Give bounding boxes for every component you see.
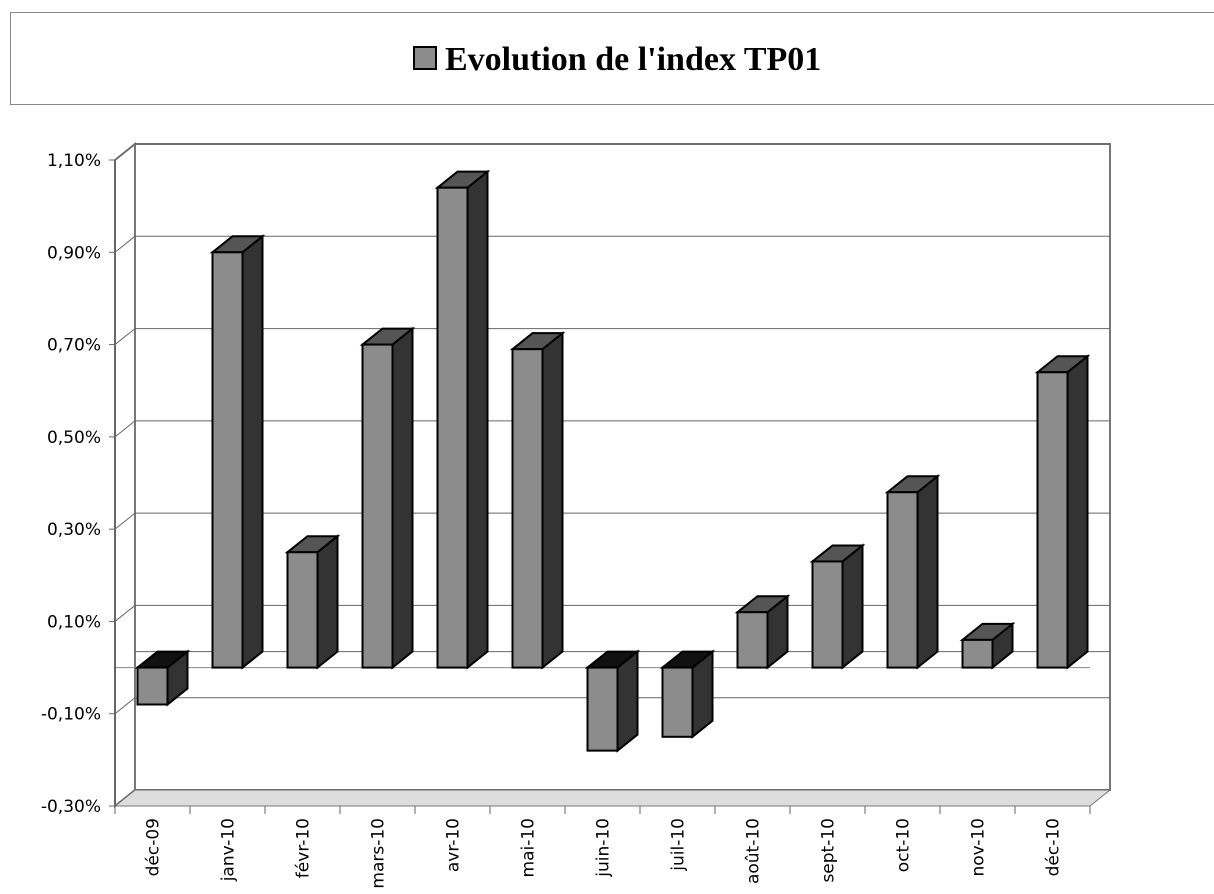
- y-tick-label: 0,50%: [47, 428, 101, 448]
- floor: [113, 789, 1112, 807]
- bar: [211, 251, 244, 669]
- y-tick-label: 1,10%: [47, 151, 101, 171]
- grid-line: [114, 697, 1110, 715]
- bar-side: [241, 234, 264, 670]
- bar-side: [466, 169, 489, 670]
- x-tick-label: mai-10: [519, 818, 539, 877]
- x-tick-label: févr-10: [294, 818, 314, 878]
- x-tick-label: juil-10: [669, 818, 689, 872]
- grid-line: [114, 328, 1110, 345]
- bar: [436, 186, 469, 669]
- bar-side: [541, 331, 564, 670]
- bar: [136, 666, 169, 706]
- y-tick-label: 0,70%: [47, 336, 101, 356]
- bar-side: [391, 326, 414, 670]
- bar-side: [1066, 354, 1089, 670]
- side-wall: [114, 141, 136, 809]
- x-tick-label: sept-10: [819, 818, 839, 883]
- bar: [511, 348, 544, 669]
- grid-line: [114, 512, 1110, 530]
- bar: [811, 560, 844, 669]
- legend-swatch: [413, 46, 437, 70]
- x-tick-label: oct-10: [894, 818, 914, 872]
- grid-line: [114, 143, 1110, 161]
- y-tick-label: 0,30%: [47, 520, 101, 540]
- x-tick-label: déc-09: [144, 818, 164, 876]
- grid-line: [114, 235, 1110, 253]
- x-tick-label: août-10: [744, 818, 764, 884]
- bar: [1036, 371, 1069, 669]
- grid-line: [114, 420, 1110, 438]
- bar: [961, 638, 994, 669]
- x-tick-label: déc-10: [1044, 818, 1064, 876]
- legend-box: [10, 12, 1214, 105]
- bar: [361, 343, 394, 669]
- bar-side: [916, 474, 939, 670]
- x-tick-label: juin-10: [594, 818, 614, 878]
- legend-text: Evolution de l'index TP01: [445, 41, 821, 78]
- x-tick-label: nov-10: [969, 818, 989, 877]
- bar: [661, 666, 694, 738]
- x-tick-label: mars-10: [369, 818, 389, 889]
- y-tick-label: -0,30%: [41, 797, 101, 817]
- bar: [286, 551, 319, 669]
- bar: [736, 611, 769, 669]
- bar: [886, 491, 919, 669]
- y-tick-label: 0,90%: [47, 243, 101, 263]
- y-tick-label: -0,10%: [41, 705, 101, 725]
- grid-line: [114, 789, 1110, 807]
- bar-side: [316, 534, 339, 670]
- x-tick-label: janv-10: [219, 818, 239, 882]
- bar-side: [841, 543, 864, 670]
- bar: [586, 666, 619, 752]
- x-tick-label: avr-10: [444, 818, 464, 872]
- y-tick-label: 0,10%: [47, 612, 101, 632]
